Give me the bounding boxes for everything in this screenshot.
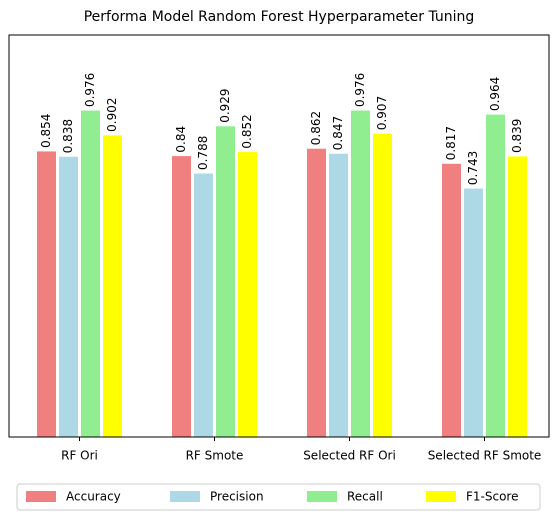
data-label: 0.862 xyxy=(309,111,323,145)
bar xyxy=(237,151,258,438)
data-label: 0.976 xyxy=(353,73,367,107)
data-label: 0.847 xyxy=(331,116,345,150)
bar xyxy=(372,132,393,438)
bar xyxy=(171,155,192,438)
data-label: 0.907 xyxy=(375,96,389,130)
bar xyxy=(58,155,79,438)
data-label: 0.838 xyxy=(61,119,75,153)
x-tick-label: Selected RF Ori xyxy=(303,449,396,463)
data-label: 0.743 xyxy=(466,151,480,185)
legend-label: Accuracy xyxy=(66,490,121,504)
bar xyxy=(215,125,236,438)
data-label: 0.854 xyxy=(39,114,53,148)
x-tick-label: Selected RF Smote xyxy=(428,449,542,463)
x-tick-label: RF Smote xyxy=(186,449,244,463)
data-label: 0.817 xyxy=(444,126,458,160)
plot-frame xyxy=(8,34,550,438)
bar xyxy=(463,187,484,438)
bar xyxy=(485,113,506,438)
legend-label: Recall xyxy=(347,490,383,504)
bar xyxy=(350,109,371,438)
legend-swatch xyxy=(307,491,337,502)
data-label: 0.852 xyxy=(240,114,254,148)
bar xyxy=(36,150,57,438)
legend-swatch xyxy=(426,491,456,502)
legend-box xyxy=(16,483,541,511)
data-label: 0.839 xyxy=(510,119,524,153)
bar xyxy=(193,172,214,438)
bar xyxy=(306,147,327,438)
legend-label: F1-Score xyxy=(466,490,518,504)
legend-label: Precision xyxy=(210,490,264,504)
data-label: 0.84 xyxy=(174,126,188,153)
data-label: 0.929 xyxy=(218,88,232,122)
data-label: 0.964 xyxy=(488,77,502,111)
data-label: 0.902 xyxy=(105,97,119,131)
x-tick-label: RF Ori xyxy=(61,449,98,463)
bar xyxy=(328,152,349,438)
data-label: 0.788 xyxy=(196,136,210,170)
data-label: 0.976 xyxy=(83,73,97,107)
bar xyxy=(441,162,462,438)
legend-swatch xyxy=(170,491,200,502)
chart-title: Performa Model Random Forest Hyperparame… xyxy=(84,9,475,25)
legend-swatch xyxy=(26,491,56,502)
bar xyxy=(102,134,123,438)
bar xyxy=(80,109,101,438)
bar xyxy=(507,155,528,438)
